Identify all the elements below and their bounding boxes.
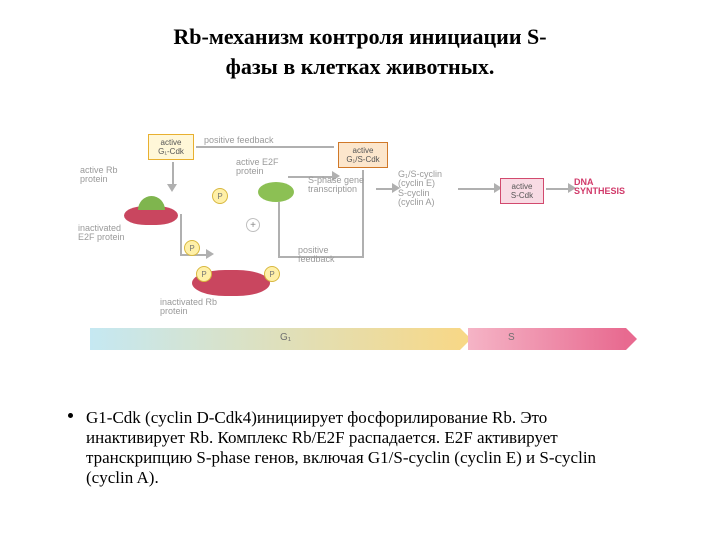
title-line2: фазы в клетках животных. bbox=[0, 52, 720, 82]
bullet-text: G1-Cdk (cyclin D-Cdk4)инициирует фосфори… bbox=[86, 408, 646, 488]
active-rb-protein bbox=[124, 196, 178, 224]
inactivated-e2f-label: inactivated E2F protein bbox=[78, 224, 125, 243]
dna-synthesis-label: DNA SYNTHESIS bbox=[574, 178, 625, 197]
bullet-content: G1-Cdk (cyclin D-Cdk4)инициирует фосфори… bbox=[86, 408, 646, 488]
s-cdk-box: active S-Cdk bbox=[500, 178, 544, 204]
s-phase-bar bbox=[468, 328, 626, 350]
arrow bbox=[172, 162, 174, 186]
plus-icon: + bbox=[246, 218, 260, 232]
arrow bbox=[458, 188, 496, 190]
arrow bbox=[278, 202, 280, 258]
active-e2f-label: active E2F protein bbox=[236, 158, 279, 177]
phosphate-icon: P bbox=[184, 240, 200, 256]
phosphate-icon: P bbox=[196, 266, 212, 282]
e2f-protein bbox=[258, 182, 294, 202]
arrow-head bbox=[167, 184, 177, 192]
phosphate-icon: P bbox=[264, 266, 280, 282]
s-phase-label: S bbox=[508, 333, 515, 344]
active-rb-label: active Rb protein bbox=[80, 166, 118, 185]
positive-feedback-top: positive feedback bbox=[204, 136, 274, 145]
title-line1: Rb-механизм контроля инициации S- bbox=[0, 22, 720, 52]
g1s-cdk-box: active G₁/S-Cdk bbox=[338, 142, 388, 168]
inactivated-rb-label: inactivated Rb protein bbox=[160, 298, 217, 317]
arrow bbox=[546, 188, 570, 190]
page-title: Rb-механизм контроля инициации S- фазы в… bbox=[0, 0, 720, 81]
cyclin-list-label: G₁/S-cyclin (cyclin E) S-cyclin (cyclin … bbox=[398, 170, 442, 208]
s-phase-gene-label: S-phase gene transcription bbox=[308, 176, 364, 195]
g1-phase-bar bbox=[90, 328, 460, 350]
arrow bbox=[196, 146, 334, 148]
rb-mechanism-diagram: active G₁-Cdk active G₁/S-Cdk active S-C… bbox=[80, 130, 640, 360]
bullet-icon bbox=[68, 413, 73, 418]
g1-cdk-box: active G₁-Cdk bbox=[148, 134, 194, 160]
positive-feedback-bot: positive feedback bbox=[298, 246, 335, 265]
g1-phase-label: G₁ bbox=[280, 333, 291, 344]
phosphate-icon: P bbox=[212, 188, 228, 204]
arrow-head bbox=[206, 249, 214, 259]
arrow bbox=[180, 214, 182, 254]
